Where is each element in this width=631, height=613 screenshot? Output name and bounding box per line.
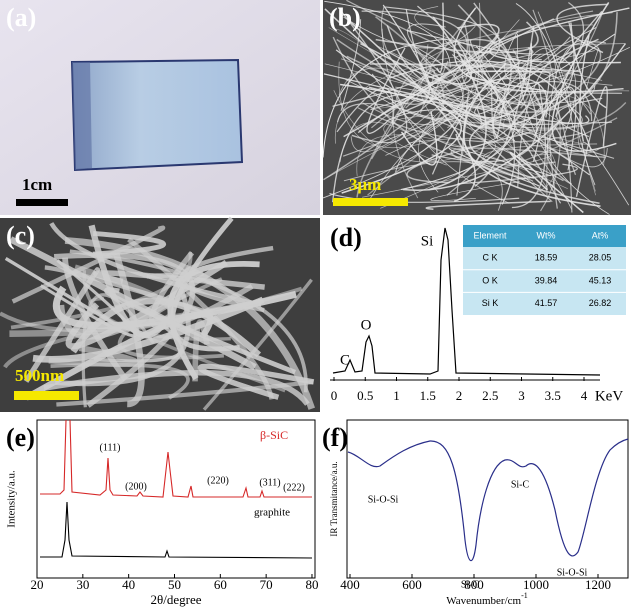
plot-frame — [37, 420, 315, 578]
x-tick-label: 3 — [518, 388, 525, 403]
peak-label: Si-O-Si — [557, 567, 588, 578]
y-axis-label: Intensity/a.u. — [6, 470, 18, 528]
x-tick-label: 60 — [214, 577, 227, 592]
x-tick-label: 600 — [402, 577, 422, 592]
panel-label: (a) — [6, 3, 36, 32]
scale-bar — [16, 199, 68, 206]
table-cell: 26.82 — [589, 298, 612, 308]
peak-label: (222) — [283, 482, 305, 493]
peak-label: Si-C — [511, 479, 530, 490]
x-tick-label: 1 — [393, 388, 400, 403]
x-tick-label: 80 — [305, 577, 318, 592]
peak-label: (311) — [259, 477, 280, 488]
scale-label: 1cm — [22, 175, 52, 194]
x-tick-label: 20 — [31, 577, 44, 592]
x-tick-label: 0 — [331, 388, 338, 403]
peak-label: Si-O-Si — [368, 494, 399, 505]
x-tick-label: 1.5 — [420, 388, 436, 403]
table-cell: 45.13 — [589, 275, 612, 285]
scale-label: 500nm — [15, 366, 64, 385]
table-header: Element — [473, 230, 507, 240]
table-header: At% — [592, 230, 609, 240]
table-cell: 28.05 — [589, 253, 612, 263]
x-tick-label: 70 — [260, 577, 273, 592]
y-axis-label: IR Transmitance/a.u. — [329, 461, 339, 536]
x-tick-label: 2 — [456, 388, 463, 403]
series-label: graphite — [254, 507, 290, 519]
panel-label: (b) — [329, 3, 361, 32]
table-cell: Si K — [482, 298, 499, 308]
x-tick-label: 3.5 — [545, 388, 561, 403]
series-label: β-SiC — [260, 428, 288, 442]
x-tick-label: 4 — [581, 388, 588, 403]
x-axis-label-text: Wavenumber/cm — [446, 595, 521, 607]
table-cell: 18.59 — [535, 253, 558, 263]
peak-label: (220) — [207, 475, 229, 486]
table-cell: 41.57 — [535, 298, 558, 308]
panel-label: (f) — [322, 423, 348, 452]
x-tick-label: 50 — [168, 577, 181, 592]
x-tick-label: 1000 — [523, 577, 549, 592]
panel-label: (c) — [6, 221, 35, 250]
peak-label: (200) — [125, 481, 147, 492]
table-cell: 39.84 — [535, 275, 558, 285]
page: {"panels": [ {"label": "(a)", "scale_bar… — [0, 0, 631, 608]
x-tick-label: 30 — [76, 577, 89, 592]
peak-label: C — [340, 352, 350, 368]
x-tick-label: 0.5 — [357, 388, 373, 403]
panel-label: (d) — [330, 223, 362, 252]
x-tick-label: 40 — [122, 577, 135, 592]
table-header: Wt% — [537, 230, 556, 240]
peak-label: (111) — [100, 442, 121, 453]
x-axis-label: 2θ/degree — [151, 592, 202, 607]
scale-label: 3μm — [349, 175, 381, 194]
figure: 1cm (a) 3μm (b) 500nm (c) C O Si 0 0.5 1 1.… — [0, 0, 631, 608]
peak-label: O — [361, 317, 372, 333]
x-tick-label: 800 — [464, 577, 484, 592]
scale-bar — [333, 198, 408, 206]
panel-label: (e) — [6, 423, 35, 452]
table-cell: C K — [482, 253, 497, 263]
scale-bar — [14, 391, 79, 400]
film-edge — [72, 62, 92, 170]
x-axis-label: Wavenumber/cm-1 — [446, 591, 528, 607]
x-unit: KeV — [595, 388, 623, 404]
x-tick-label: 400 — [340, 577, 360, 592]
x-tick-label: 2.5 — [482, 388, 498, 403]
peak-label: Si — [421, 233, 434, 249]
table-cell: O K — [482, 275, 498, 285]
x-tick-label: 1200 — [585, 577, 611, 592]
x-axis-label-sup: -1 — [521, 591, 528, 600]
film-sample — [72, 60, 242, 170]
